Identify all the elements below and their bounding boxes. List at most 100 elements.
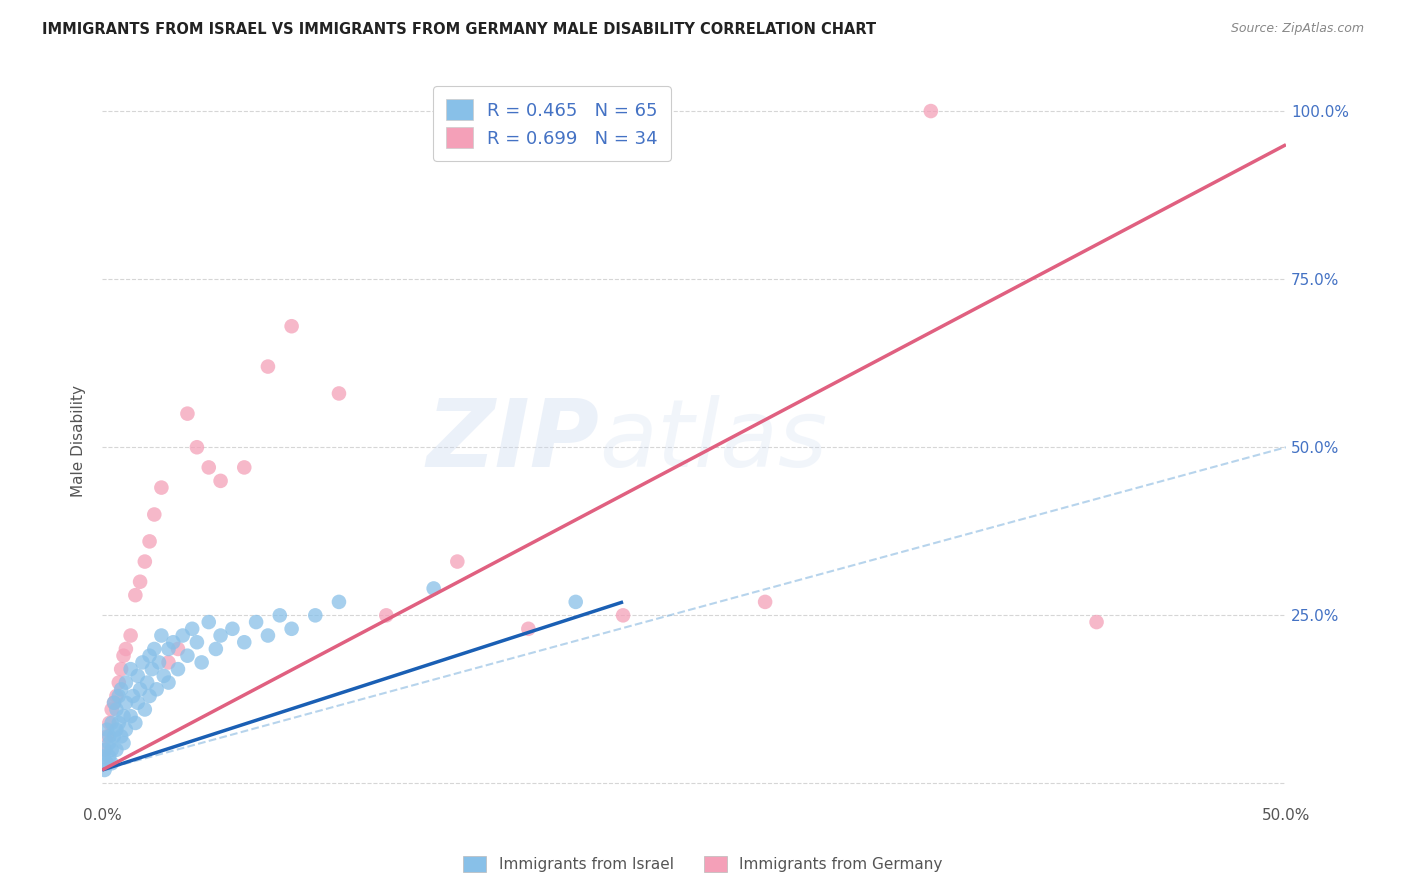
Point bbox=[167, 642, 190, 657]
Point bbox=[110, 682, 132, 697]
Point bbox=[221, 622, 243, 636]
Point bbox=[328, 595, 350, 609]
Point bbox=[131, 656, 153, 670]
Text: ZIP: ZIP bbox=[426, 394, 599, 486]
Point bbox=[145, 682, 167, 697]
Point bbox=[197, 615, 219, 629]
Point bbox=[120, 709, 142, 723]
Point bbox=[172, 628, 194, 642]
Point bbox=[564, 595, 586, 609]
Point bbox=[612, 608, 634, 623]
Text: Source: ZipAtlas.com: Source: ZipAtlas.com bbox=[1230, 22, 1364, 36]
Point bbox=[245, 615, 267, 629]
Point bbox=[176, 648, 198, 663]
Point bbox=[127, 669, 149, 683]
Point bbox=[107, 715, 129, 730]
Point bbox=[152, 669, 174, 683]
Point bbox=[176, 407, 198, 421]
Point bbox=[94, 743, 117, 757]
Point bbox=[105, 702, 128, 716]
Point bbox=[920, 104, 942, 119]
Point bbox=[186, 635, 208, 649]
Point bbox=[103, 696, 125, 710]
Point bbox=[120, 662, 142, 676]
Point bbox=[138, 648, 160, 663]
Point bbox=[186, 440, 208, 454]
Point bbox=[107, 675, 129, 690]
Point bbox=[209, 628, 232, 642]
Point bbox=[157, 675, 180, 690]
Point bbox=[422, 582, 444, 596]
Point bbox=[98, 749, 121, 764]
Point bbox=[100, 756, 122, 771]
Point bbox=[167, 662, 190, 676]
Point bbox=[257, 628, 280, 642]
Text: IMMIGRANTS FROM ISRAEL VS IMMIGRANTS FROM GERMANY MALE DISABILITY CORRELATION CH: IMMIGRANTS FROM ISRAEL VS IMMIGRANTS FRO… bbox=[42, 22, 876, 37]
Point bbox=[304, 608, 326, 623]
Point bbox=[112, 709, 135, 723]
Point bbox=[124, 588, 146, 602]
Point bbox=[517, 622, 540, 636]
Point bbox=[148, 656, 170, 670]
Point bbox=[115, 696, 138, 710]
Point bbox=[98, 730, 121, 744]
Point bbox=[162, 635, 184, 649]
Point bbox=[100, 743, 122, 757]
Point bbox=[96, 756, 118, 771]
Y-axis label: Male Disability: Male Disability bbox=[72, 384, 86, 497]
Point bbox=[103, 730, 125, 744]
Point bbox=[136, 675, 159, 690]
Point bbox=[190, 656, 212, 670]
Legend: Immigrants from Israel, Immigrants from Germany: Immigrants from Israel, Immigrants from … bbox=[456, 848, 950, 880]
Point bbox=[197, 460, 219, 475]
Point bbox=[269, 608, 291, 623]
Point bbox=[150, 628, 173, 642]
Point bbox=[143, 508, 166, 522]
Point bbox=[105, 743, 128, 757]
Point bbox=[96, 723, 118, 737]
Point bbox=[143, 642, 166, 657]
Point bbox=[93, 749, 115, 764]
Point bbox=[122, 689, 145, 703]
Point bbox=[375, 608, 398, 623]
Point bbox=[157, 656, 180, 670]
Point bbox=[124, 715, 146, 730]
Point bbox=[446, 555, 468, 569]
Point bbox=[98, 736, 121, 750]
Point bbox=[181, 622, 204, 636]
Point bbox=[157, 642, 180, 657]
Point bbox=[115, 642, 138, 657]
Point bbox=[280, 319, 302, 334]
Point bbox=[754, 595, 776, 609]
Point bbox=[115, 675, 138, 690]
Point bbox=[328, 386, 350, 401]
Point bbox=[103, 696, 125, 710]
Point bbox=[209, 474, 232, 488]
Legend: R = 0.465   N = 65, R = 0.699   N = 34: R = 0.465 N = 65, R = 0.699 N = 34 bbox=[433, 87, 671, 161]
Point bbox=[112, 736, 135, 750]
Point bbox=[138, 534, 160, 549]
Point bbox=[127, 696, 149, 710]
Point bbox=[138, 689, 160, 703]
Point bbox=[205, 642, 228, 657]
Point bbox=[115, 723, 138, 737]
Point bbox=[93, 743, 115, 757]
Point bbox=[134, 702, 156, 716]
Point bbox=[100, 715, 122, 730]
Point bbox=[93, 763, 115, 777]
Point bbox=[96, 730, 118, 744]
Point bbox=[280, 622, 302, 636]
Point bbox=[257, 359, 280, 374]
Point bbox=[107, 689, 129, 703]
Point bbox=[129, 682, 152, 697]
Point bbox=[98, 715, 121, 730]
Point bbox=[150, 481, 173, 495]
Point bbox=[112, 648, 135, 663]
Point bbox=[105, 723, 128, 737]
Point bbox=[110, 662, 132, 676]
Text: atlas: atlas bbox=[599, 395, 828, 486]
Point bbox=[110, 730, 132, 744]
Point bbox=[120, 628, 142, 642]
Point bbox=[134, 555, 156, 569]
Point bbox=[233, 460, 256, 475]
